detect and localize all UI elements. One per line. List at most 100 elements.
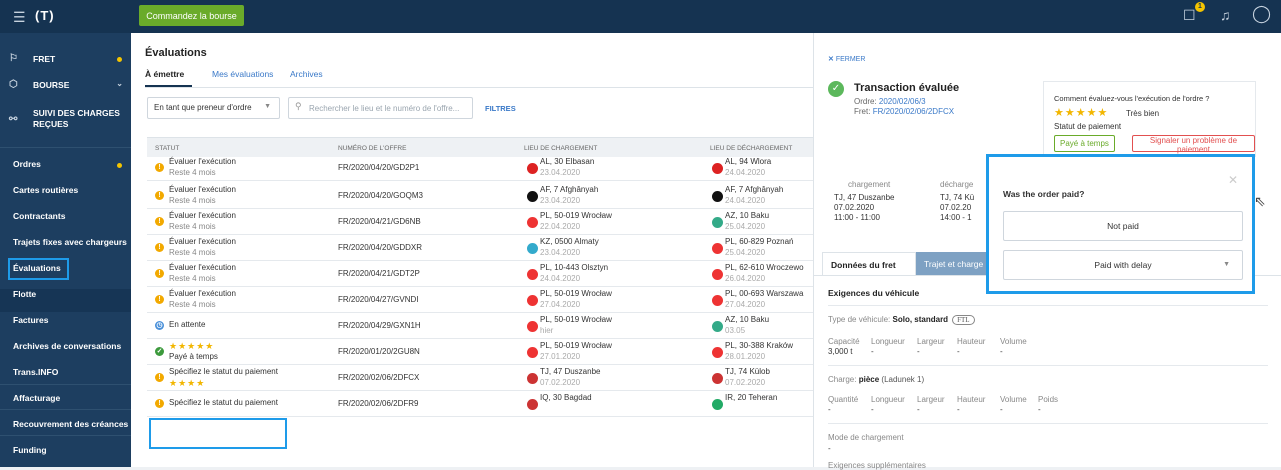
table-row[interactable]: ! Évaluer l'exécution Reste 4 mois FR/2020/…	[147, 287, 813, 313]
offer-number[interactable]: FR/2020/04/27/GVNDI	[338, 295, 419, 304]
offer-number[interactable]: FR/2020/01/20/2GU8N	[338, 347, 420, 356]
flag-icon	[712, 373, 723, 384]
chat-icon[interactable]: ☐	[1183, 7, 1196, 23]
sidebar-item-tracking[interactable]: ⚯ SUIVI DES CHARGES REÇUES	[9, 108, 120, 129]
bell-icon[interactable]: ♫	[1220, 7, 1231, 23]
role-select[interactable]: En tant que preneur d'ordre ▼	[147, 97, 280, 119]
sidebar-item-transinfo[interactable]: Trans.INFO	[13, 367, 59, 377]
column-header[interactable]: LIEU DE DÉCHARGEMENT	[710, 145, 793, 152]
loading-date: hier	[540, 326, 554, 335]
tab-freight-data[interactable]: Données du fret	[822, 252, 916, 276]
table-row[interactable]: ! Spécifiez le statut du paiement ★★★★ FR/2…	[147, 365, 813, 391]
tab-route-load[interactable]: Trajet et charge	[916, 252, 998, 276]
offer-number[interactable]: FR/2020/02/06/2DFR9	[338, 399, 419, 408]
sidebar-item-fixed-routes[interactable]: Trajets fixes avec chargeurs	[13, 237, 127, 247]
table-row[interactable]: ◷ En attente FR/2020/04/29/GXN1H PL, 50-019…	[147, 313, 813, 339]
vehicle-requirements-title: Exigences du véhicule	[828, 288, 920, 298]
caret-down-icon: ▼	[264, 103, 271, 110]
column-header[interactable]: STATUT	[155, 145, 180, 152]
status-subtext: Reste 4 mois	[169, 248, 216, 257]
sidebar: ⚐ FRET ⬡ BOURSE ⌄ ⚯ SUIVI DES CHARGES RE…	[0, 33, 131, 467]
field-value: -	[1000, 405, 1003, 414]
sidebar-item-road-maps[interactable]: Cartes routières	[13, 185, 79, 195]
offer-number[interactable]: FR/2020/04/21/GDT2P	[338, 269, 420, 278]
status-subtext: Reste 4 mois	[169, 222, 216, 231]
sidebar-item-invoices[interactable]: Factures	[13, 315, 49, 325]
tab-archives[interactable]: Archives	[290, 69, 323, 79]
offer-number[interactable]: FR/2020/04/21/GD6NB	[338, 217, 421, 226]
loading-place: AF, 7 Afghânyah	[540, 185, 599, 194]
unloading-date: 26.04.2020	[725, 274, 766, 283]
table-row[interactable]: ! Évaluer l'exécution Reste 4 mois FR/2020/…	[147, 235, 813, 261]
column-header[interactable]: NUMÉRO DE L'OFFRE	[338, 145, 407, 152]
table-row[interactable]: ! Évaluer l'exécution Reste 4 mois FR/2020/…	[147, 209, 813, 235]
loading-place: PL, 10-443 Olsztyn	[540, 263, 609, 272]
sidebar-item-fret[interactable]: ⚐ FRET	[0, 53, 131, 69]
offer-number[interactable]: FR/2020/04/29/GXN1H	[338, 321, 421, 330]
status-text: Évaluer l'exécution	[169, 263, 236, 272]
filters-link[interactable]: FILTRES	[485, 104, 516, 113]
table-row[interactable]: ! Évaluer l'exécution Reste 4 mois FR/2020/…	[147, 155, 813, 181]
flag-icon	[527, 295, 538, 306]
close-icon: ✕	[828, 56, 834, 63]
status-warn-icon: !	[155, 243, 164, 252]
not-paid-button[interactable]: Not paid	[1003, 211, 1243, 241]
sidebar-item-orders[interactable]: Ordres	[0, 159, 131, 173]
sidebar-item-contractors[interactable]: Contractants	[13, 211, 66, 221]
menu-icon[interactable]: ☰	[13, 9, 26, 25]
search-input[interactable]	[288, 97, 473, 119]
status-wait-icon: ◷	[155, 321, 164, 330]
close-button[interactable]: ✕ FERMER	[828, 56, 866, 63]
field-label: Capacité	[828, 337, 860, 346]
order-exchange-button[interactable]: Commandez la bourse	[139, 5, 244, 26]
field-value: -	[957, 347, 960, 356]
table-row[interactable]: ✓ ★★★★★ Payé à temps FR/2020/01/20/2GU8N PL,…	[147, 339, 813, 365]
offer-number[interactable]: FR/2020/04/20/GD2P1	[338, 163, 420, 172]
table-row[interactable]: ! Évaluer l'exécution Reste 4 mois FR/2020/…	[147, 183, 813, 209]
unloading-label: décharge	[940, 180, 974, 189]
tab-my-evaluations[interactable]: Mes évaluations	[212, 69, 274, 79]
sidebar-item-debt-collection[interactable]: Recouvrement des créances	[13, 419, 129, 429]
table-row[interactable]: ! Évaluer l'exécution Reste 4 mois FR/2020/…	[147, 261, 813, 287]
field-value: -	[957, 405, 960, 414]
divider	[828, 305, 1268, 306]
rating-stars[interactable]: ★★★★★	[1054, 107, 1109, 119]
table-row[interactable]: ! Spécifiez le statut du paiement FR/2020/…	[147, 391, 813, 417]
unloading-place: PL, 00-693 Warszawa	[725, 289, 804, 298]
paid-on-time-button[interactable]: Payé à temps	[1054, 135, 1115, 152]
sidebar-item-bourse[interactable]: ⬡ BOURSE ⌄	[9, 79, 123, 90]
field-label: Longueur	[871, 337, 905, 346]
paid-with-delay-select[interactable]: Paid with delay ▼	[1003, 250, 1243, 280]
extra-requirements-label: Exigences supplémentaires	[828, 461, 926, 470]
sidebar-item-funding[interactable]: Funding	[13, 445, 47, 455]
user-avatar-icon[interactable]: ◯	[1252, 4, 1272, 23]
field-value: -	[828, 405, 831, 414]
order-link[interactable]: 2020/02/06/3	[878, 97, 926, 106]
loading-date: 07.02.2020	[540, 378, 581, 387]
evaluation-box: Comment évaluez-vous l'exécution de l'or…	[1043, 81, 1256, 157]
sidebar-item-fleet[interactable]: Flotte	[13, 289, 37, 299]
close-icon[interactable]: ✕	[1227, 173, 1238, 187]
unloading-place: AF, 7 Afghânyah	[725, 185, 784, 194]
sidebar-item-conversations[interactable]: Archives de conversations	[13, 341, 122, 351]
field-value: -	[917, 405, 920, 414]
flag-icon	[527, 191, 538, 202]
loading-date: 22.04.2020	[540, 222, 581, 231]
flag-icon	[712, 191, 723, 202]
offer-number[interactable]: FR/2020/04/20/GOQM3	[338, 191, 423, 200]
column-header[interactable]: LIEU DE CHARGEMENT	[524, 145, 598, 152]
field-label: Hauteur	[957, 395, 986, 404]
transaction-title: Transaction évaluée	[854, 82, 960, 94]
freight-link[interactable]: FR/2020/02/06/2DFCX	[872, 107, 955, 116]
status-subtext: Reste 4 mois	[169, 300, 216, 309]
status-warn-icon: !	[155, 373, 164, 382]
sidebar-item-evaluations[interactable]: Évaluations	[13, 263, 61, 273]
offer-number[interactable]: FR/2020/02/06/2DFCX	[338, 373, 420, 382]
report-payment-problem-button[interactable]: Signaler un problème de paiement	[1132, 135, 1255, 154]
cube-icon: ⬡	[9, 79, 18, 90]
status-ok-icon: ✓	[155, 347, 164, 356]
offer-number[interactable]: FR/2020/04/20/GDDXR	[338, 243, 423, 252]
tab-to-issue[interactable]: À émettre	[145, 69, 185, 79]
sidebar-item-factoring[interactable]: Affacturage	[13, 393, 61, 403]
logo[interactable]: (T)	[35, 8, 55, 23]
